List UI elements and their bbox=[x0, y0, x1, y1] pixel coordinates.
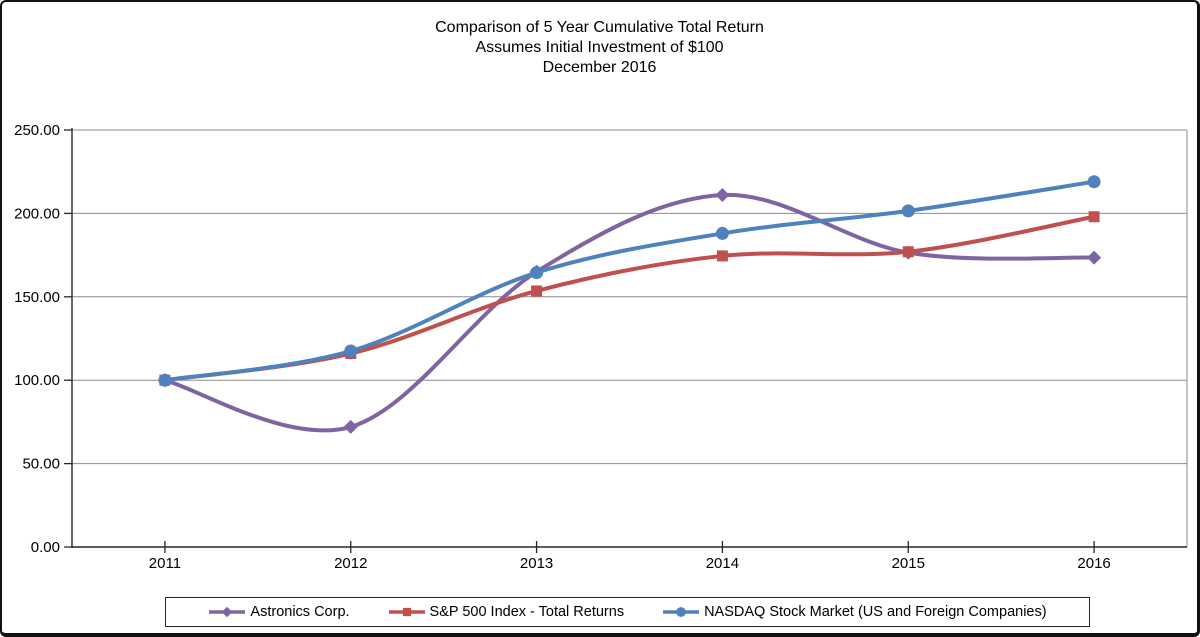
marker-circle bbox=[158, 373, 172, 387]
x-axis-label: 2011 bbox=[149, 555, 181, 572]
series-line bbox=[162, 214, 1097, 383]
marker-square bbox=[402, 607, 411, 617]
marker-square bbox=[902, 246, 914, 258]
chart-title-line-3: December 2016 bbox=[542, 59, 657, 76]
marker-circle bbox=[1087, 175, 1101, 189]
legend-marker-circle-icon bbox=[663, 607, 700, 617]
marker-circle bbox=[530, 266, 544, 280]
y-axis-label: 150.00 bbox=[14, 289, 60, 306]
marker-diamond bbox=[343, 419, 358, 434]
marker-circle bbox=[344, 344, 358, 358]
legend-label-nasdaq: NASDAQ Stock Market (US and Foreign Comp… bbox=[704, 604, 1047, 620]
y-axis-label: 250.00 bbox=[14, 122, 60, 139]
marker-square bbox=[531, 285, 543, 297]
legend-marker-diamond-icon bbox=[209, 606, 246, 618]
x-axis-label: 2016 bbox=[1077, 555, 1110, 572]
legend-item-nasdaq: NASDAQ Stock Market (US and Foreign Comp… bbox=[662, 604, 1047, 620]
marker-square bbox=[1088, 211, 1100, 223]
x-axis-label: 2012 bbox=[334, 555, 367, 572]
y-axis-label: 100.00 bbox=[14, 372, 60, 389]
marker-circle bbox=[901, 204, 915, 218]
series-line bbox=[162, 193, 1097, 433]
marker-circle bbox=[715, 226, 729, 240]
y-axis-label: 200.00 bbox=[14, 205, 60, 222]
y-axis-label: 50.00 bbox=[22, 456, 60, 473]
legend: Astronics Corp. S&P 500 Index - Total Re… bbox=[165, 597, 1090, 627]
marker-square bbox=[716, 250, 728, 262]
legend-marker-square-icon bbox=[388, 607, 425, 617]
y-axis-label: 0.00 bbox=[31, 539, 60, 556]
x-axis-label: 2013 bbox=[520, 555, 553, 572]
chart-title: Comparison of 5 Year Cumulative Total Re… bbox=[2, 18, 1197, 78]
marker-diamond bbox=[1087, 250, 1102, 265]
legend-label-astronics: Astronics Corp. bbox=[250, 604, 350, 620]
marker-diamond bbox=[222, 606, 233, 618]
series-line bbox=[162, 179, 1097, 383]
chart-title-line-1: Comparison of 5 Year Cumulative Total Re… bbox=[435, 19, 764, 36]
marker-circle bbox=[676, 607, 686, 617]
x-axis-label: 2015 bbox=[892, 555, 925, 572]
legend-item-astronics: Astronics Corp. bbox=[208, 604, 350, 620]
x-axis-label: 2014 bbox=[706, 555, 739, 572]
legend-item-sp500: S&P 500 Index - Total Returns bbox=[388, 604, 625, 620]
chart-title-line-2: Assumes Initial Investment of $100 bbox=[475, 39, 724, 56]
legend-label-sp500: S&P 500 Index - Total Returns bbox=[429, 604, 625, 620]
marker-diamond bbox=[715, 188, 730, 203]
